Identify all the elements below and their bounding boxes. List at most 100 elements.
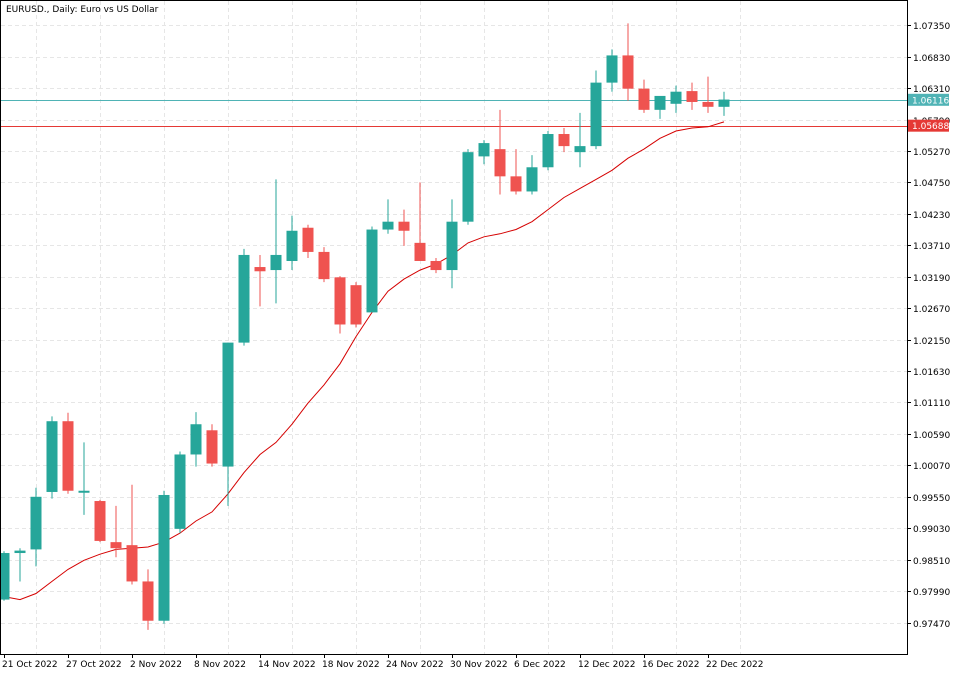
candle-body	[126, 545, 138, 582]
candle-35	[558, 127, 570, 153]
candle-body	[590, 82, 602, 147]
candle-body	[158, 494, 170, 621]
candle-2	[30, 487, 42, 567]
y-tick-label: 1.01630	[913, 368, 950, 378]
candle-3	[46, 416, 58, 499]
candles-layer	[0, 23, 730, 630]
time-axis: 21 Oct 2022 27 Oct 2022 2 Nov 2022 8 Nov 20…	[2, 654, 764, 670]
y-tick-label: 1.00590	[913, 431, 950, 441]
y-tick-label: 0.99030	[913, 525, 950, 535]
candle-body	[78, 490, 90, 493]
y-tick-label: 0.99550	[913, 494, 950, 504]
candle-body	[318, 251, 330, 280]
candle-body	[174, 454, 186, 529]
price-tag-bg	[908, 119, 949, 132]
y-tick-label: 1.02150	[913, 337, 950, 347]
candle-0	[0, 551, 10, 601]
candle-38	[606, 49, 618, 92]
candle-34	[542, 130, 554, 171]
x-tick-label: 18 Nov 2022	[322, 660, 380, 670]
candle-19	[302, 224, 314, 258]
candle-body	[206, 430, 218, 464]
candle-4	[62, 412, 74, 494]
candle-body	[462, 152, 474, 222]
candle-17	[270, 179, 282, 304]
candle-13	[206, 424, 218, 467]
y-tick-label: 1.03710	[913, 242, 950, 252]
candle-1	[14, 548, 26, 582]
candle-body	[142, 581, 154, 621]
y-tick-label: 1.03190	[913, 274, 950, 284]
candle-14	[222, 342, 234, 506]
y-tick-label: 1.02670	[913, 305, 950, 315]
candle-33	[526, 155, 538, 195]
y-tick-label: 1.04750	[913, 179, 950, 189]
price-tag-label: 1.05688	[912, 122, 949, 132]
chart-title: EURUSD., Daily: Euro vs US Dollar	[6, 5, 159, 15]
candle-12	[190, 412, 202, 467]
candle-body	[526, 167, 538, 192]
candle-body	[190, 424, 202, 455]
candle-body	[430, 260, 442, 271]
y-tick-label: 1.05270	[913, 148, 950, 158]
bid-price-tag: 1.06116	[908, 93, 949, 106]
candle-22	[350, 282, 362, 328]
x-tick-label: 30 Nov 2022	[450, 660, 508, 670]
y-tick-label: 0.98510	[913, 557, 950, 567]
candle-37	[590, 70, 602, 150]
price-level-lines	[1, 100, 907, 127]
x-tick-label: 24 Nov 2022	[386, 660, 444, 670]
candle-body	[350, 285, 362, 325]
x-tick-label: 27 Oct 2022	[66, 660, 122, 670]
candle-32	[510, 149, 522, 195]
candle-body	[606, 55, 618, 83]
price-tag-bg	[908, 93, 949, 106]
candle-23	[366, 226, 378, 313]
x-tick-label: 2 Nov 2022	[130, 660, 182, 670]
x-tick-label: 22 Dec 2022	[706, 660, 764, 670]
candle-body	[638, 88, 650, 110]
candle-43	[686, 82, 698, 110]
y-tick-label: 1.00070	[913, 462, 950, 472]
y-tick-label: 1.06310	[913, 85, 950, 95]
candle-body	[510, 176, 522, 192]
candle-36	[574, 112, 586, 168]
y-tick-label: 1.07350	[913, 22, 950, 32]
candle-30	[478, 140, 490, 165]
candle-body	[254, 267, 266, 272]
x-tick-label: 21 Oct 2022	[2, 660, 58, 670]
candle-body	[622, 55, 634, 89]
candle-body	[414, 242, 426, 261]
candle-body	[654, 95, 666, 110]
candle-15	[238, 248, 250, 346]
moving-average-line	[3, 121, 725, 601]
candle-body	[62, 421, 74, 491]
candle-29	[462, 149, 474, 225]
x-tick-label: 14 Nov 2022	[258, 660, 316, 670]
candle-8	[126, 484, 138, 585]
candle-body	[0, 553, 10, 600]
y-tick-label: 1.06830	[913, 54, 950, 64]
candle-body	[446, 221, 458, 271]
candle-18	[286, 215, 298, 271]
candle-body	[334, 277, 346, 325]
candle-10	[158, 490, 170, 624]
candle-body	[558, 134, 570, 147]
candle-body	[574, 146, 586, 153]
y-tick-label: 0.97990	[913, 588, 950, 598]
candle-28	[446, 199, 458, 289]
candle-body	[478, 143, 490, 157]
candle-body	[222, 342, 234, 467]
y-tick-label: 1.01110	[913, 399, 950, 409]
x-tick-label: 16 Dec 2022	[642, 660, 700, 670]
candle-9	[142, 569, 154, 630]
candle-body	[382, 221, 394, 230]
candle-41	[654, 95, 666, 119]
candle-body	[702, 101, 714, 107]
candle-body	[542, 134, 554, 168]
candle-25	[398, 209, 410, 246]
candle-7	[110, 505, 122, 558]
candle-44	[702, 76, 714, 113]
candle-16	[254, 254, 266, 307]
candle-body	[286, 230, 298, 261]
